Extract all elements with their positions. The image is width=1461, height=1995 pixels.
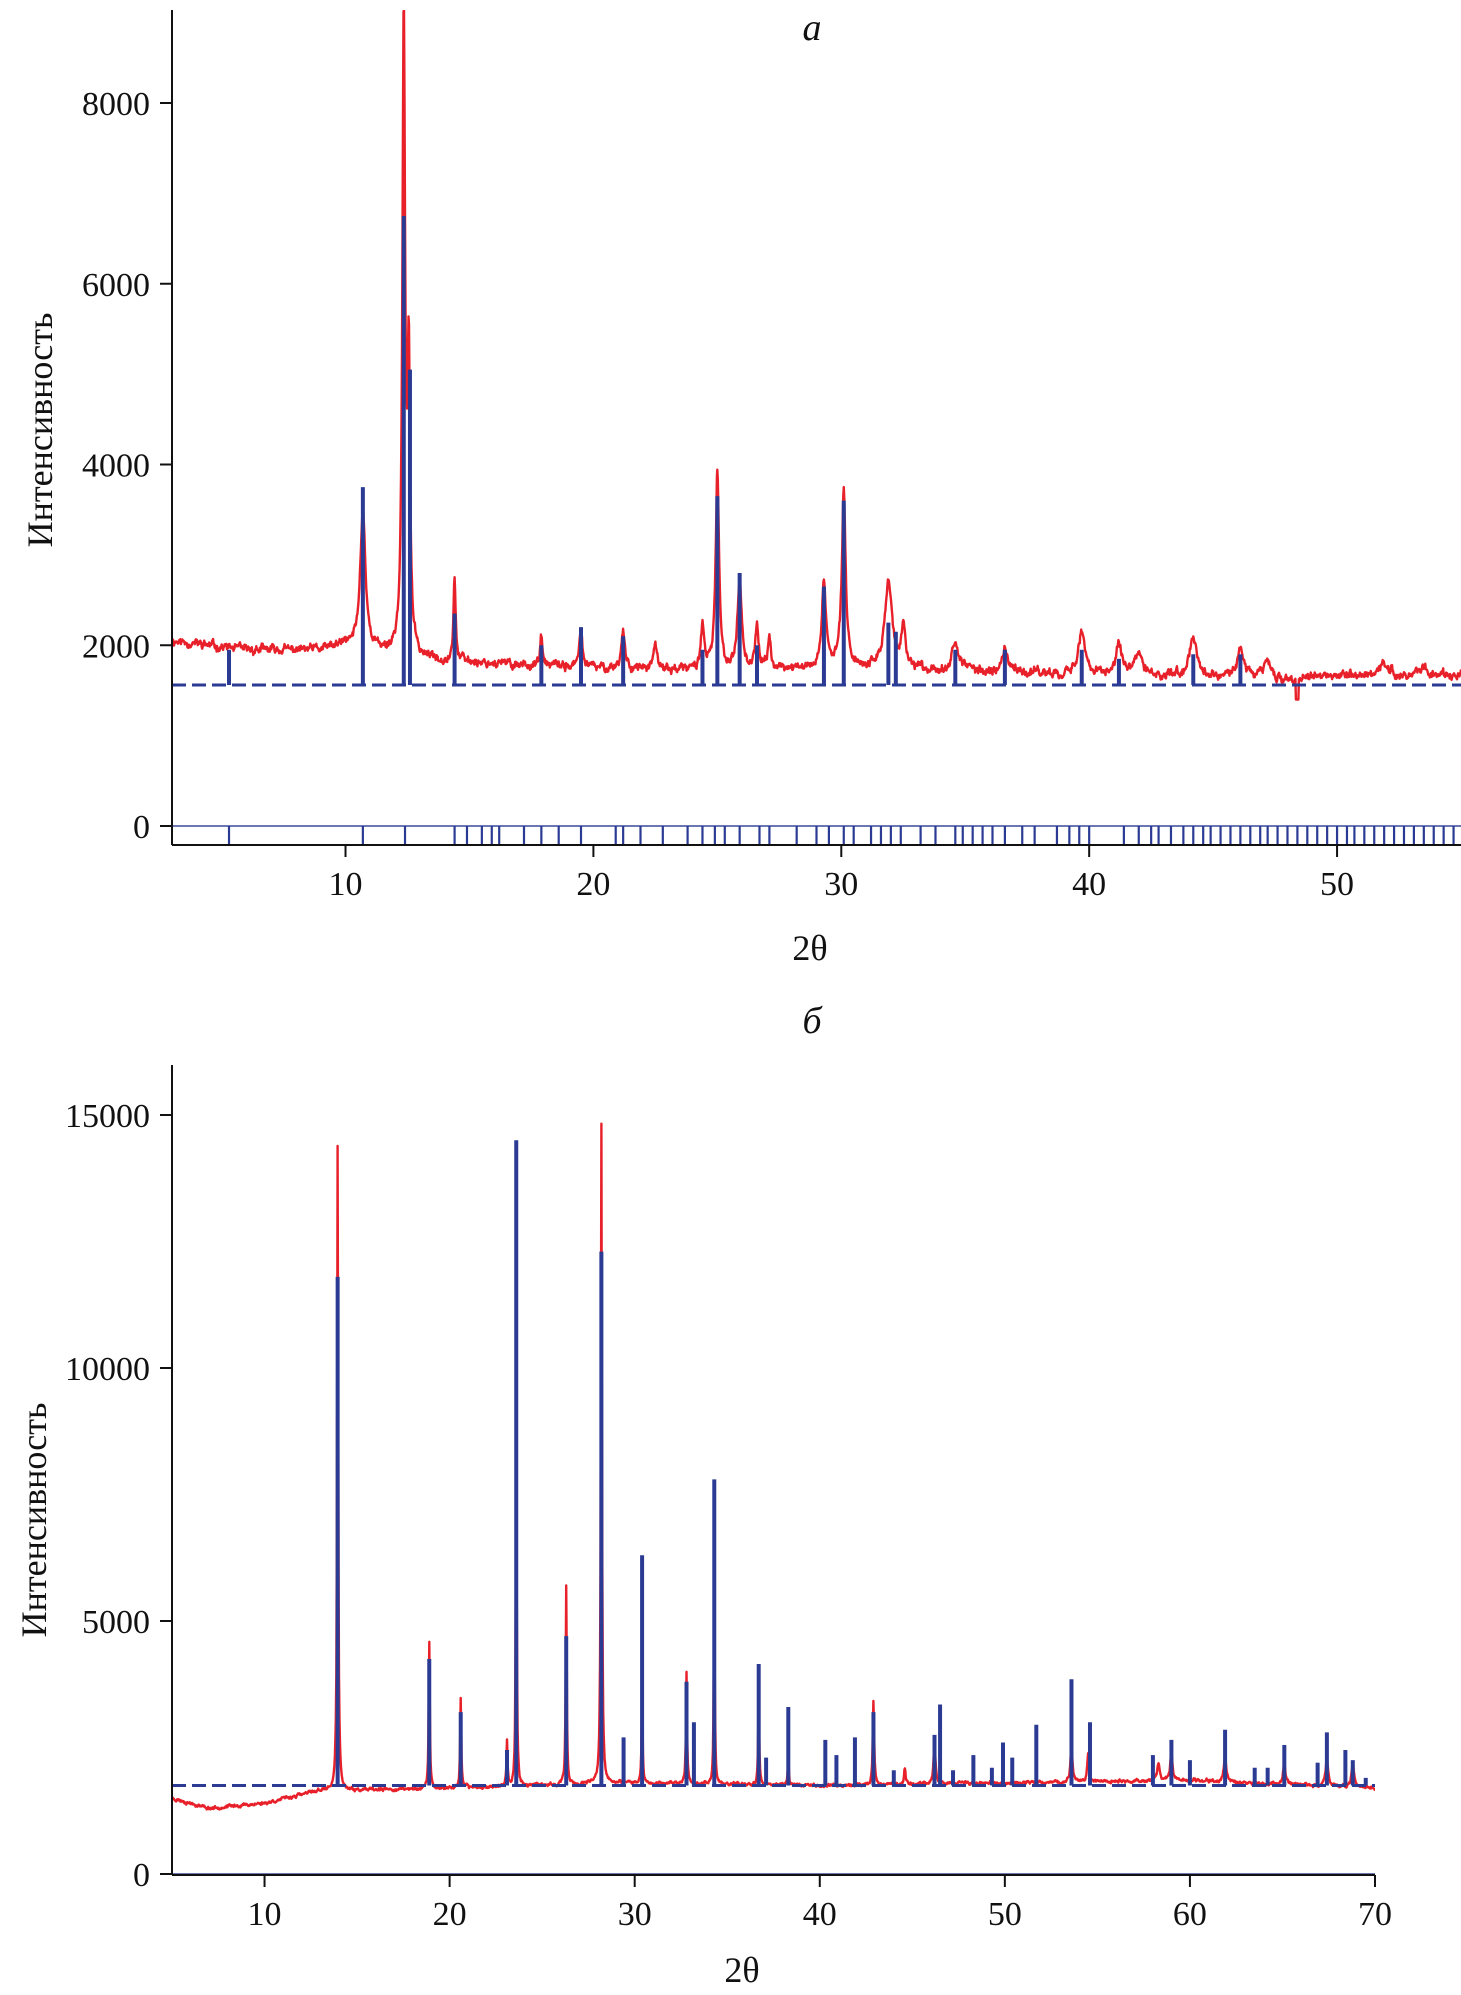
x-tick-label: 40 (803, 1896, 837, 1933)
panel-a-y-axis-label: Интенсивность (20, 313, 60, 548)
y-tick-label: 2000 (82, 628, 150, 665)
y-tick-label: 5000 (82, 1604, 150, 1641)
panel-a-x-axis-label: 2θ (792, 928, 827, 968)
y-tick-label: 4000 (82, 448, 150, 485)
panel-b-observed-layer (172, 1122, 1375, 1811)
panel-a-calculated-layer (172, 215, 1461, 687)
observed-pattern-line (172, 10, 1461, 701)
panel-a-reflection-layer (172, 825, 1461, 845)
y-tick-label: 10000 (65, 1351, 150, 1388)
x-tick-label: 10 (248, 1896, 282, 1933)
y-tick-label: 0 (133, 1857, 150, 1894)
x-tick-label: 10 (329, 866, 363, 903)
x-tick-label: 50 (988, 1896, 1022, 1933)
panel-a: a 0 2000 4000 6000 8000 10 20 30 40 50 2θ Интенси… (20, 7, 1461, 968)
panel-a-axes: 0 2000 4000 6000 8000 10 20 30 40 50 (82, 10, 1461, 903)
x-tick-label: 30 (824, 866, 858, 903)
panel-a-observed-layer (172, 10, 1461, 701)
x-tick-label: 40 (1072, 866, 1106, 903)
x-tick-label: 50 (1320, 866, 1354, 903)
x-tick-label: 20 (576, 866, 610, 903)
panel-b-calculated-layer (172, 1140, 1375, 1787)
panel-b-x-axis-label: 2θ (724, 1950, 759, 1990)
x-tick-label: 70 (1358, 1896, 1392, 1933)
y-tick-label: 0 (133, 809, 150, 846)
observed-pattern-line (172, 1122, 1375, 1811)
panel-b-axes: 0 5000 10000 15000 10 20 30 40 50 60 70 (65, 1065, 1392, 1933)
y-tick-label: 6000 (82, 267, 150, 304)
x-tick-label: 30 (618, 1896, 652, 1933)
y-tick-label: 8000 (82, 86, 150, 123)
panel-a-label: a (803, 7, 822, 49)
x-tick-label: 60 (1173, 1896, 1207, 1933)
panel-b-reflection-layer (172, 1873, 1375, 1875)
x-tick-label: 20 (433, 1896, 467, 1933)
panel-b-y-axis-label: Интенсивность (14, 1403, 54, 1638)
panel-b: б 0 5000 10000 15000 10 20 30 40 50 60 70 2θ Интен… (14, 1000, 1392, 1990)
y-tick-label: 15000 (65, 1098, 150, 1135)
panel-b-label: б (802, 1000, 823, 1042)
